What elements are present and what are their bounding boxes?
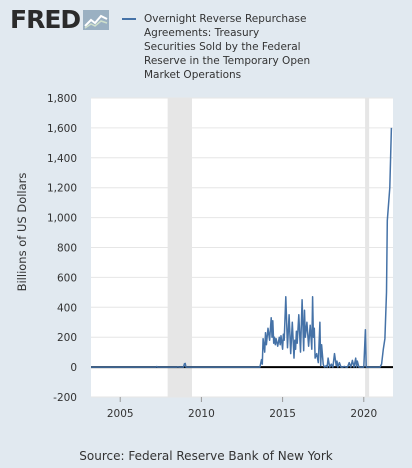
y-tick-label: 1,000 (47, 213, 77, 225)
y-tick-label: 800 (57, 243, 77, 255)
y-tick-label: 1,600 (47, 123, 77, 135)
fred-chart-icon (83, 10, 110, 30)
y-axis-ticks: -200 0 200 400 600 800 1,000 1,200 1,400 1,600 1,8… (47, 93, 77, 404)
fred-logo: FRED (10, 5, 110, 34)
x-tick-label: 2015 (269, 408, 296, 420)
y-tick-label: 400 (57, 302, 77, 314)
x-tick-label: 2005 (107, 408, 134, 420)
chart-legend: Overnight Reverse Repurchase Agreements:… (122, 12, 312, 82)
legend-entry: Overnight Reverse Repurchase Agreements:… (144, 13, 311, 81)
y-tick-label: 1,200 (47, 183, 77, 195)
y-tick-label: 1,800 (47, 93, 77, 105)
x-axis-ticks: 2005 2010 2015 2020 (107, 397, 377, 420)
series-line (91, 127, 393, 368)
y-tick-label: -200 (53, 392, 77, 404)
x-tick-label: 2020 (350, 408, 377, 420)
y-tick-label: 1,400 (47, 153, 77, 165)
fred-logo-text: FRED (10, 5, 81, 34)
legend-swatch (122, 18, 136, 20)
y-tick-label: 200 (57, 332, 77, 344)
y-tick-label: 600 (57, 272, 77, 284)
x-tick-label: 2010 (188, 408, 215, 420)
y-tick-label: 0 (70, 362, 77, 374)
source-note: Source: Federal Reserve Bank of New York (79, 449, 333, 463)
